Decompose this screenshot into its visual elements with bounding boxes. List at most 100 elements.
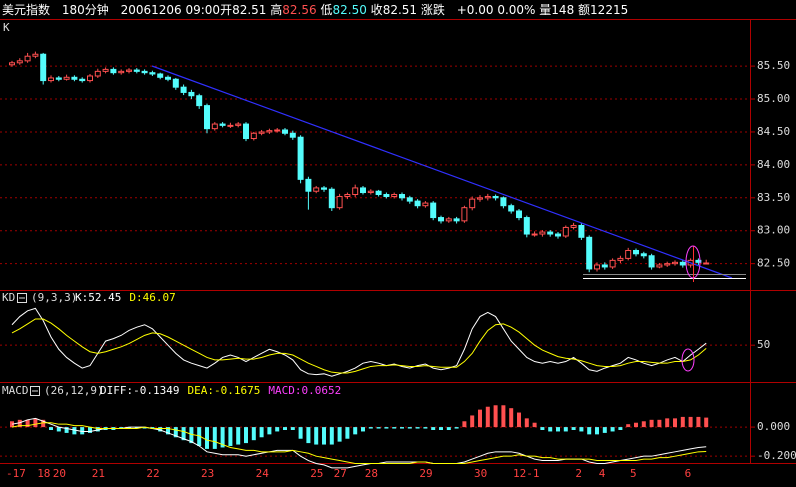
- legend-entry: DIFF:-0.1349: [100, 384, 179, 397]
- macd-bar: [236, 427, 241, 445]
- highlight-ellipse: [681, 348, 695, 372]
- trend-line: [151, 65, 733, 279]
- value: 12215: [590, 3, 629, 17]
- candle-body: [204, 105, 210, 130]
- candle-body: [430, 202, 437, 219]
- macd-bar: [602, 427, 607, 433]
- macd-bar: [673, 418, 677, 428]
- indicator-line: [11, 318, 707, 374]
- label: 高: [270, 3, 283, 17]
- collapse-icon[interactable]: [30, 386, 40, 396]
- quote-header: 美元指数 180分钟 20061206 09:00开82.51 高82.56 低…: [2, 1, 628, 18]
- indicator-line: [11, 422, 707, 464]
- candle-body: [48, 77, 54, 82]
- candle-body: [578, 224, 585, 238]
- macd-bar: [88, 427, 92, 433]
- label: 低: [320, 3, 333, 17]
- macd-bar: [197, 427, 202, 446]
- value: 82.50: [332, 3, 367, 17]
- candle-body: [516, 210, 522, 219]
- indicator-line: [11, 417, 707, 469]
- candle-body: [445, 218, 452, 222]
- macd-bar: [610, 427, 615, 432]
- value: 82.51: [382, 3, 418, 17]
- x-tick-label: 24: [256, 467, 270, 480]
- macd-bar: [322, 427, 326, 445]
- candle-body: [656, 264, 663, 268]
- x-tick-label: 21: [92, 467, 105, 480]
- y-tick-label: 85.50: [757, 59, 790, 72]
- candle-body: [235, 123, 242, 126]
- candle-body: [406, 197, 413, 202]
- y-tick-label: 83.00: [757, 224, 790, 237]
- candle-body: [133, 69, 140, 72]
- macd-bar: [49, 427, 53, 430]
- macd-bar: [415, 427, 420, 429]
- candle-body: [453, 218, 460, 222]
- value: 148: [551, 3, 575, 17]
- x-tick-label: 5: [630, 467, 637, 480]
- collapse-icon[interactable]: [17, 293, 27, 303]
- macd-bar: [439, 427, 443, 430]
- macd-bar: [189, 427, 194, 444]
- macd-bar: [587, 427, 592, 435]
- candle-body: [633, 249, 639, 255]
- candle-body: [71, 76, 78, 80]
- macd-bar: [696, 416, 701, 428]
- macd-bar: [626, 424, 631, 428]
- candle-body: [523, 217, 530, 235]
- x-tick-label: 30: [474, 467, 487, 480]
- legend-entry: DEA:-0.1675: [187, 384, 260, 397]
- candle-body: [55, 77, 62, 80]
- candle-body: [141, 70, 148, 74]
- candle-body: [180, 86, 187, 93]
- candle-body: [547, 231, 554, 235]
- macd-bar: [462, 421, 467, 428]
- macd-bar: [532, 422, 537, 428]
- highlight-ellipse: [685, 245, 701, 279]
- macd-bar: [33, 418, 38, 428]
- macd-bar: [173, 427, 178, 438]
- x-tick-label: 25: [310, 467, 323, 480]
- macd-bar: [345, 427, 350, 439]
- y-tick-label: 0.000: [757, 420, 790, 433]
- candle-body: [297, 136, 304, 180]
- candle-body: [375, 190, 382, 196]
- candle-body: [24, 55, 31, 62]
- candle-body: [258, 131, 265, 134]
- marks: 82.50 83.00 83.50 84.00 84.50 85.00 85.50 -17 18…: [0, 51, 796, 480]
- candle-body: [250, 132, 257, 140]
- candle-body: [328, 188, 335, 209]
- candle-body: [196, 95, 203, 107]
- candle-body: [648, 255, 655, 268]
- macd-bar: [595, 427, 599, 435]
- macd-bar: [407, 427, 412, 429]
- candle-body: [274, 129, 281, 132]
- macd-bar: [665, 418, 670, 428]
- candle-body: [531, 233, 538, 236]
- macd-bar: [493, 405, 498, 428]
- candle-body: [188, 91, 195, 97]
- candle-body: [500, 197, 507, 207]
- candle-body: [87, 75, 93, 82]
- macd-bar: [306, 427, 311, 444]
- macd-bar: [485, 406, 490, 428]
- macd-bar: [158, 427, 163, 432]
- y-tick-label: 84.50: [757, 125, 790, 138]
- candle-body: [126, 69, 132, 72]
- macd-bar: [134, 427, 139, 429]
- panel-params: (9,3,3): [31, 291, 77, 304]
- value: 0.00%: [497, 3, 536, 17]
- candle-body: [617, 257, 624, 261]
- candle-body: [586, 236, 593, 270]
- candle-body: [601, 264, 608, 268]
- candle-body: [149, 72, 156, 75]
- macd-bar: [384, 427, 389, 429]
- candle-body: [172, 78, 179, 88]
- macd-bar: [80, 427, 85, 435]
- candle-body: [32, 53, 39, 57]
- macd-bar: [368, 427, 373, 429]
- macd-bar: [649, 419, 654, 428]
- x-tick-label: 23: [201, 467, 214, 480]
